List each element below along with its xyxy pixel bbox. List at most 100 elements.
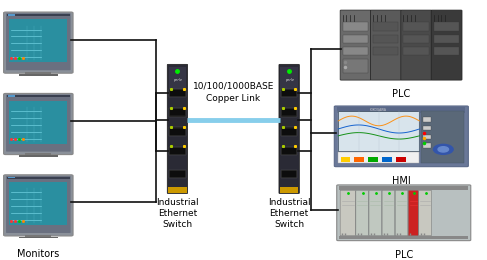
Bar [169,89,186,98]
Bar [282,128,297,135]
Bar [421,111,464,163]
Bar [342,22,368,31]
Bar [403,22,429,31]
Bar [9,19,67,62]
Bar [19,155,58,157]
FancyBboxPatch shape [334,106,468,167]
FancyBboxPatch shape [431,10,462,80]
Bar [373,35,398,43]
Bar [280,187,299,193]
Bar [423,117,431,121]
FancyBboxPatch shape [382,190,395,236]
Bar [355,157,364,162]
Text: perle: perle [173,77,182,82]
FancyBboxPatch shape [3,175,73,236]
Bar [19,74,58,76]
Text: perle: perle [284,77,294,82]
Bar [282,90,297,96]
FancyBboxPatch shape [419,190,431,236]
FancyBboxPatch shape [279,64,300,193]
FancyBboxPatch shape [167,64,187,193]
Bar [337,107,466,113]
Bar [373,47,398,55]
Bar [8,177,15,179]
Bar [281,127,298,136]
Bar [8,14,15,16]
Bar [25,153,52,155]
Bar [423,135,431,139]
Bar [282,109,297,115]
Bar [282,171,297,177]
Bar [25,72,52,74]
Bar [433,35,459,43]
Bar [368,157,378,162]
Bar [281,89,298,98]
Bar [281,147,298,155]
Bar [373,22,398,31]
Bar [168,187,187,193]
Text: Industrial
Ethernet
Switch: Industrial Ethernet Switch [268,198,310,229]
Bar [8,95,15,97]
FancyBboxPatch shape [6,176,71,233]
Bar [433,47,459,55]
Bar [340,157,350,162]
Bar [339,186,468,190]
Bar [382,157,392,162]
FancyBboxPatch shape [6,13,71,70]
Circle shape [438,147,449,152]
FancyBboxPatch shape [369,190,382,236]
Bar [342,59,368,73]
Bar [170,171,185,177]
Bar [170,148,185,154]
Bar [169,127,186,136]
FancyBboxPatch shape [395,190,408,236]
Bar [7,177,70,179]
Text: Industrial
Ethernet
Switch: Industrial Ethernet Switch [156,198,199,229]
Circle shape [433,144,453,154]
FancyBboxPatch shape [6,95,71,152]
Bar [281,67,298,92]
Bar [169,147,186,155]
Bar [170,109,185,115]
FancyBboxPatch shape [3,12,73,73]
Bar [281,108,298,117]
Bar [342,47,368,55]
Bar [9,182,67,225]
Bar [423,144,431,148]
FancyBboxPatch shape [3,93,73,155]
Bar [169,67,186,92]
Bar [170,128,185,135]
Bar [19,237,58,238]
FancyBboxPatch shape [408,190,418,236]
Bar [396,157,406,162]
FancyBboxPatch shape [356,190,369,236]
Bar [169,170,186,178]
Bar [403,35,429,43]
FancyBboxPatch shape [401,10,431,80]
Text: PLC: PLC [394,250,413,260]
Bar [9,101,67,144]
Bar [423,126,431,131]
Bar [342,35,368,43]
Text: PLC: PLC [392,89,411,100]
Bar [403,47,429,55]
FancyBboxPatch shape [340,10,371,80]
Bar [7,14,70,16]
FancyBboxPatch shape [337,185,471,241]
Text: Monitors: Monitors [17,249,59,258]
Bar [338,111,419,151]
Bar [25,235,52,237]
Text: 10/100/1000BASE
Copper Link: 10/100/1000BASE Copper Link [193,82,274,103]
Bar [282,148,297,154]
Text: HMI: HMI [392,176,411,186]
Bar [433,22,459,31]
Bar [7,95,70,97]
Bar [169,108,186,117]
Bar [281,170,298,178]
Bar [339,236,468,239]
FancyBboxPatch shape [371,10,401,80]
FancyBboxPatch shape [340,190,356,236]
Text: YOKOGAWA: YOKOGAWA [369,108,385,112]
Bar [170,90,185,96]
Bar [338,152,419,163]
